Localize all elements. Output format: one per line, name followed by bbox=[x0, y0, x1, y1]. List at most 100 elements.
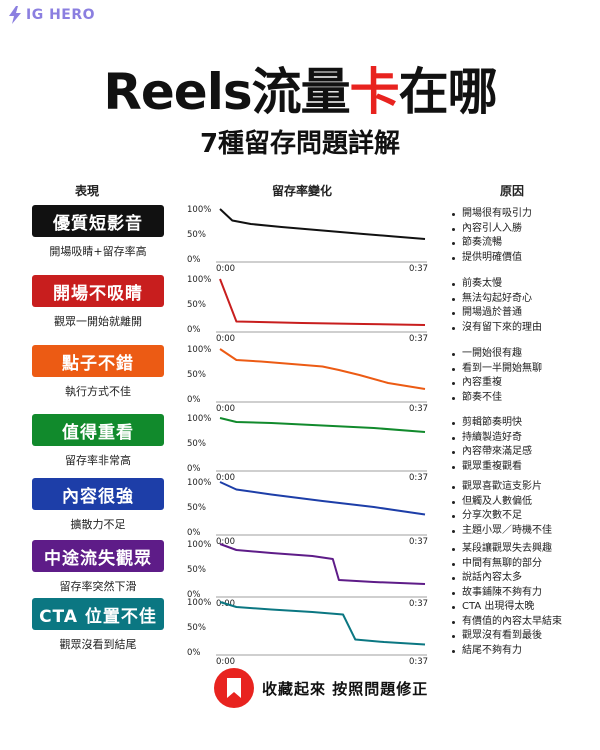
brand-name: IG HERO bbox=[26, 7, 96, 23]
y-tick-0: 0% bbox=[187, 648, 201, 658]
cta-text: 收藏起來 按照問題修正 bbox=[262, 679, 429, 698]
bookmark-icon bbox=[214, 668, 254, 708]
label-box: 開場不吸睛 bbox=[32, 275, 164, 307]
x-tick-end: 0:37 bbox=[409, 264, 428, 271]
row-0: 優質短影音 開場吸睛+留存率高 100% 50% 0% 0:00 0:37 開場很有吸引力 內容… bbox=[0, 205, 600, 271]
label-text: 中途流失觀眾 bbox=[44, 548, 152, 569]
reason-item: 看到一半開始無聊 bbox=[450, 362, 542, 377]
y-tick-100: 100% bbox=[187, 205, 211, 215]
y-tick-0: 0% bbox=[187, 255, 201, 265]
reason-item: 觀眾重複觀看 bbox=[450, 460, 532, 475]
reason-item: 某段讓觀眾失去興趣 bbox=[450, 542, 552, 557]
x-tick-end: 0:37 bbox=[409, 404, 428, 411]
retention-chart: 100% 50% 0% 0:00 0:37 bbox=[187, 540, 428, 606]
reason-item: 一開始很有趣 bbox=[450, 347, 542, 362]
reason-item: 節奏不佳 bbox=[450, 391, 542, 406]
retention-chart: 100% 50% 0% 0:00 0:37 bbox=[187, 275, 428, 341]
reason-item: 提供明確價值 bbox=[450, 251, 532, 266]
label-subtext: 執行方式不佳 bbox=[65, 385, 131, 398]
x-tick-end: 0:37 bbox=[409, 537, 428, 544]
title-part1: Reels流量 bbox=[103, 63, 350, 121]
reason-item: CTA 出現得太晚 bbox=[450, 600, 562, 615]
reason-item: 內容引人入勝 bbox=[450, 222, 532, 237]
reason-item: 開場過於普通 bbox=[450, 306, 542, 321]
label-subtext: 觀眾一開始就離開 bbox=[54, 315, 142, 328]
x-tick-start: 0:00 bbox=[216, 473, 235, 480]
reason-item: 結尾不夠有力 bbox=[450, 644, 562, 659]
reasons-list: 剪輯節奏明快 持續製造好奇 內容帶來滿足感 觀眾重複觀看 bbox=[450, 416, 532, 474]
reason-item: 前奏太慢 bbox=[450, 277, 542, 292]
label-subtext: 開場吸睛+留存率高 bbox=[49, 245, 147, 258]
y-tick-100: 100% bbox=[187, 540, 211, 550]
x-tick-end: 0:37 bbox=[409, 473, 428, 480]
row-5: 中途流失觀眾留存率突然下滑 100% 50% 0% 0:00 0:37 某段讓觀眾失去興趣中… bbox=[0, 540, 600, 606]
label-subtext: 留存率非常高 bbox=[65, 454, 131, 467]
row-4: 內容很強 擴散力不足 100% 50% 0% 0:00 0:37 觀眾喜歡這支影片 但觸及人數偏… bbox=[0, 478, 600, 544]
retention-line bbox=[219, 278, 426, 326]
label-box: 值得重看 bbox=[32, 414, 164, 446]
reason-item: 沒有留下來的理由 bbox=[450, 321, 542, 336]
retention-chart: 100% 50% 0% 0:00 0:37 bbox=[187, 414, 428, 480]
reason-item: 節奏流暢 bbox=[450, 236, 532, 251]
reasons-list: 開場很有吸引力 內容引人入勝 節奏流暢 提供明確價值 bbox=[450, 207, 532, 265]
y-tick-0: 0% bbox=[187, 528, 201, 538]
label-box: 中途流失觀眾 bbox=[32, 540, 164, 572]
label-text: 優質短影音 bbox=[53, 213, 143, 234]
x-tick-start: 0:00 bbox=[216, 404, 235, 411]
reason-item: 說話內容太多 bbox=[450, 571, 552, 586]
title-highlight: 卡 bbox=[349, 63, 400, 121]
y-tick-100: 100% bbox=[187, 478, 211, 488]
reason-item: 主題小眾／時機不佳 bbox=[450, 524, 552, 539]
reason-item: 觀眾沒有看到最後 bbox=[450, 629, 562, 644]
label-text: 開場不吸睛 bbox=[53, 283, 143, 304]
label-box: 優質短影音 bbox=[32, 205, 164, 237]
label-text: 內容很強 bbox=[62, 486, 134, 507]
column-header-cause: 原因 bbox=[500, 184, 525, 198]
y-tick-50: 50% bbox=[187, 623, 206, 633]
brand-logo: IG HERO bbox=[8, 6, 95, 24]
bolt-icon bbox=[9, 6, 21, 24]
reasons-list: 一開始很有趣 看到一半開始無聊 內容重複 節奏不佳 bbox=[450, 347, 542, 405]
page-title: Reels流量卡在哪 bbox=[0, 62, 600, 122]
reason-item: 持續製造好奇 bbox=[450, 431, 532, 446]
label-subtext: 觀眾沒看到結尾 bbox=[59, 638, 137, 651]
reason-item: 無法勾起好奇心 bbox=[450, 292, 542, 307]
y-tick-100: 100% bbox=[187, 345, 211, 355]
y-tick-0: 0% bbox=[187, 395, 201, 405]
retention-chart: 100% 50% 0% 0:00 0:37 bbox=[187, 598, 428, 664]
retention-line bbox=[219, 348, 426, 390]
reason-item: 故事鋪陳不夠有力 bbox=[450, 586, 552, 601]
title-part2: 在哪 bbox=[398, 63, 498, 121]
y-tick-100: 100% bbox=[187, 414, 211, 424]
retention-line bbox=[219, 543, 426, 585]
label-text: 點子不錯 bbox=[62, 353, 134, 374]
label-box: CTA 位置不佳 bbox=[32, 598, 164, 630]
reason-item: 中間有無聊的部分 bbox=[450, 557, 552, 572]
retention-chart: 100% 50% 0% 0:00 0:37 bbox=[187, 478, 428, 544]
reason-item: 剪輯節奏明快 bbox=[450, 416, 532, 431]
page-subtitle: 7種留存問題詳解 bbox=[199, 129, 401, 159]
reason-item: 開場很有吸引力 bbox=[450, 207, 532, 222]
reason-item: 觀眾喜歡這支影片 bbox=[450, 480, 552, 495]
reasons-list: 某段讓觀眾失去興趣 中間有無聊的部分 說話內容太多 故事鋪陳不夠有力 bbox=[450, 542, 552, 600]
retention-chart: 100% 50% 0% 0:00 0:37 bbox=[187, 345, 428, 411]
label-subtext: 留存率突然下滑 bbox=[59, 580, 137, 593]
reasons-list: CTA 出現得太晚 有價值的內容太早結束 觀眾沒有看到最後 結尾不夠有力 bbox=[450, 600, 562, 658]
x-tick-start: 0:00 bbox=[216, 334, 235, 341]
x-tick-start: 0:00 bbox=[216, 657, 235, 664]
y-tick-0: 0% bbox=[187, 590, 201, 600]
y-tick-50: 50% bbox=[187, 439, 206, 449]
y-tick-0: 0% bbox=[187, 325, 201, 335]
y-tick-50: 50% bbox=[187, 370, 206, 380]
y-tick-50: 50% bbox=[187, 503, 206, 513]
reasons-list: 觀眾喜歡這支影片 但觸及人數偏低 分享次數不足 主題小眾／時機不佳 bbox=[450, 480, 552, 538]
label-subtext: 擴散力不足 bbox=[70, 518, 126, 531]
retention-line bbox=[219, 417, 426, 433]
label-text: 值得重看 bbox=[62, 422, 134, 443]
column-header-behavior: 表現 bbox=[75, 184, 100, 198]
y-tick-50: 50% bbox=[187, 230, 206, 240]
column-header-retention: 留存率變化 bbox=[272, 184, 333, 198]
reason-item: 內容帶來滿足感 bbox=[450, 445, 532, 460]
reason-item: 有價值的內容太早結束 bbox=[450, 615, 562, 630]
label-box: 內容很強 bbox=[32, 478, 164, 510]
